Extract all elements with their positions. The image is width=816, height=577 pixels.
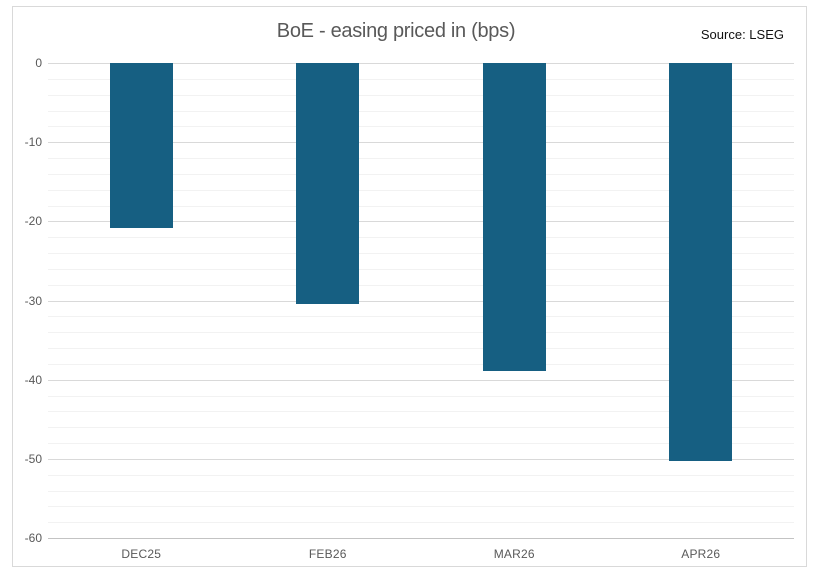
y-tick-label: -30 bbox=[24, 293, 42, 308]
minor-gridline bbox=[48, 253, 794, 254]
source-label: Source: LSEG bbox=[700, 27, 784, 42]
bar-dec25 bbox=[109, 63, 173, 228]
x-tick-feb26: FEB26 bbox=[308, 547, 347, 561]
y-tick-label: -40 bbox=[24, 372, 42, 387]
major-gridline bbox=[48, 300, 794, 302]
minor-gridline bbox=[48, 427, 794, 429]
minor-gridline bbox=[48, 110, 794, 112]
minor-gridline bbox=[48, 522, 794, 524]
x-tick-mar26: MAR26 bbox=[493, 547, 535, 561]
minor-gridline bbox=[48, 268, 794, 270]
major-gridline bbox=[48, 63, 794, 64]
minor-gridline bbox=[48, 348, 794, 349]
chart-title: BoE - easing priced in (bps) bbox=[276, 20, 516, 42]
minor-gridline bbox=[48, 363, 794, 365]
minor-gridline bbox=[48, 332, 794, 334]
major-gridline bbox=[48, 221, 794, 223]
minor-gridline bbox=[48, 126, 794, 128]
minor-gridline bbox=[48, 78, 794, 80]
minor-gridline bbox=[48, 158, 794, 159]
y-tick-label: -10 bbox=[24, 135, 42, 150]
major-gridline bbox=[48, 379, 794, 381]
minor-gridline bbox=[48, 173, 794, 175]
minor-gridline bbox=[48, 205, 794, 207]
y-tick-label: -50 bbox=[24, 451, 42, 466]
x-tick-dec25: DEC25 bbox=[121, 547, 162, 561]
chart-frame: BoE - easing priced in (bps) Source: LSE… bbox=[12, 6, 807, 567]
plot-area bbox=[48, 63, 794, 539]
minor-gridline bbox=[48, 490, 794, 492]
x-tick-apr26: APR26 bbox=[681, 547, 721, 561]
y-tick-label: -60 bbox=[24, 531, 42, 545]
minor-gridline bbox=[48, 474, 794, 476]
bar-feb26 bbox=[296, 63, 360, 304]
minor-gridline bbox=[48, 316, 794, 318]
minor-gridline bbox=[48, 443, 794, 444]
minor-gridline bbox=[48, 411, 794, 413]
minor-gridline bbox=[48, 395, 794, 397]
minor-gridline bbox=[48, 237, 794, 239]
x-axis-line bbox=[48, 538, 794, 539]
bar-mar26 bbox=[482, 63, 546, 371]
minor-gridline bbox=[48, 284, 794, 286]
minor-gridline bbox=[48, 506, 794, 508]
y-tick-label: 0 bbox=[35, 56, 42, 70]
y-tick-label: -20 bbox=[24, 214, 42, 229]
minor-gridline bbox=[48, 94, 794, 96]
major-gridline bbox=[48, 142, 794, 144]
major-gridline bbox=[48, 458, 794, 460]
minor-gridline bbox=[48, 189, 794, 191]
bar-apr26 bbox=[669, 63, 733, 462]
